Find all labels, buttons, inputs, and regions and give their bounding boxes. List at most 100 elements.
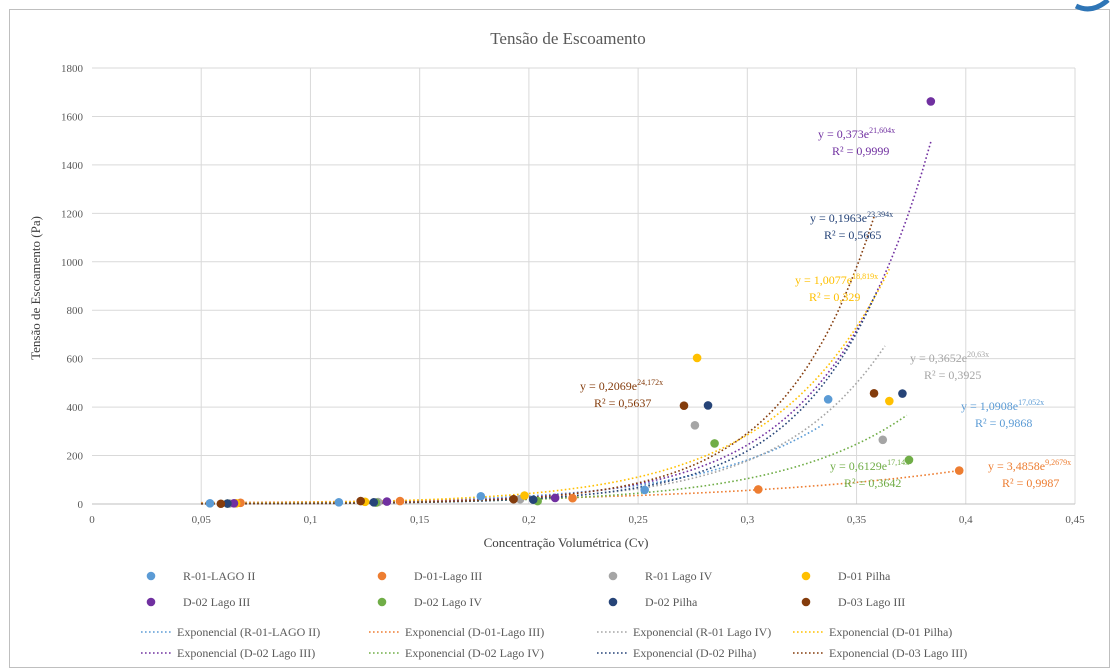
trend-r2: R² = 0,9999	[832, 144, 889, 158]
legend-trend-label: Exponencial (D-03 Lago III)	[829, 646, 967, 660]
trend-equation: y = 3,4858e9,2679x	[988, 458, 1071, 473]
y-tick-label: 1600	[61, 111, 84, 123]
trendline	[201, 268, 891, 505]
data-point	[753, 485, 763, 494]
trend-r2: R² = 0,3925	[924, 368, 981, 382]
legend-label: D-03 Lago III	[838, 595, 905, 609]
data-point	[382, 497, 392, 506]
legend-trend-label: Exponencial (D-02 Pilha)	[633, 646, 756, 660]
x-tick-label: 0,2	[522, 514, 536, 526]
legend-marker	[801, 597, 811, 607]
legend-marker	[608, 597, 618, 607]
trendline	[201, 216, 875, 505]
x-tick-label: 0,1	[304, 514, 318, 526]
y-axis-label: Tensão de Escoamento (Pa)	[28, 216, 43, 360]
data-point	[356, 496, 365, 506]
data-point	[369, 498, 379, 507]
trend-r2: R² = 0,9868	[975, 416, 1032, 430]
x-tick-label: 0,3	[740, 514, 754, 526]
data-point	[703, 401, 713, 410]
legend-label: R-01 Lago IV	[645, 569, 713, 583]
x-tick-label: 0,45	[1065, 514, 1085, 526]
chart-title: Tensão de Escoamento	[490, 29, 646, 48]
y-tick-label: 1200	[61, 208, 84, 220]
data-point	[690, 420, 700, 430]
data-point	[823, 395, 833, 404]
legend-trend-label: Exponencial (D-01-Lago III)	[405, 625, 544, 639]
y-tick-label: 0	[78, 499, 84, 511]
legend-label: D-02 Pilha	[645, 595, 698, 609]
trend-equation: y = 1,0077e18,819x	[795, 272, 878, 287]
legend-trend-label: Exponencial (D-02 Lago IV)	[405, 646, 544, 660]
data-point	[904, 455, 914, 465]
data-point	[878, 435, 888, 445]
axes: 0 0,05 0,1 0,15 0,2 0,25 0,3 0,35 0,4 0,45 0 200 400…	[61, 63, 1085, 526]
data-point	[885, 396, 894, 406]
data-point	[334, 498, 344, 507]
legend: R-01-LAGO II D-01-Lago III R-01 Lago IV D-0…	[141, 569, 967, 660]
trend-r2: R² = 0,5665	[824, 228, 881, 242]
data-point	[520, 491, 529, 500]
legend-marker	[377, 597, 387, 607]
data-point	[710, 439, 719, 448]
trendline	[201, 292, 877, 505]
legend-label: D-02 Lago IV	[414, 595, 482, 609]
x-tick-label: 0,25	[628, 514, 648, 526]
data-point	[550, 493, 560, 503]
y-tick-label: 200	[67, 451, 84, 463]
y-tick-label: 1400	[61, 160, 84, 172]
logo-fragment	[1074, 0, 1110, 12]
x-tick-label: 0,35	[847, 514, 867, 526]
legend-trend-label: Exponencial (D-01 Pilha)	[829, 625, 952, 639]
data-point	[679, 401, 689, 410]
y-tick-label: 600	[67, 354, 84, 366]
logo-arc	[1074, 0, 1110, 12]
trendline	[201, 423, 825, 505]
trend-equation: y = 0,6129e17,14x	[830, 458, 909, 473]
data-points	[205, 97, 964, 509]
data-point	[640, 485, 649, 495]
data-point	[926, 97, 936, 106]
trend-equation: y = 0,2069e24,172x	[580, 378, 663, 393]
legend-marker	[608, 571, 618, 581]
data-point	[223, 499, 232, 508]
legend-label: D-02 Lago III	[183, 595, 250, 609]
data-point	[898, 389, 907, 398]
data-point	[954, 466, 964, 475]
trendline	[201, 345, 886, 505]
y-tick-label: 1800	[61, 63, 84, 75]
data-point	[869, 389, 879, 398]
y-tick-label: 400	[67, 402, 84, 414]
legend-label: D-01 Pilha	[838, 569, 891, 583]
legend-label: D-01-Lago III	[414, 569, 482, 583]
x-tick-label: 0,4	[959, 514, 973, 526]
x-tick-label: 0,05	[192, 514, 212, 526]
trend-r2: R² = 0,3642	[844, 476, 901, 490]
data-point	[216, 499, 226, 509]
chart-area	[9, 9, 1110, 668]
trend-r2: R² = 0,5637	[594, 396, 651, 410]
data-point	[395, 496, 405, 506]
data-point	[205, 498, 215, 508]
gridlines	[92, 67, 1076, 505]
data-point	[692, 353, 702, 363]
trend-equation: y = 0,1963e23,394x	[810, 210, 893, 225]
x-tick-label: 0	[89, 514, 95, 526]
y-tick-label: 800	[67, 305, 84, 317]
legend-label: R-01-LAGO II	[183, 569, 255, 583]
data-point	[476, 491, 486, 501]
trend-equation: y = 0,373e21,604x	[818, 126, 895, 141]
trend-equations: y = 1,0908e17,052x R² = 0,9868 y = 3,4858e…	[580, 126, 1071, 490]
y-tick-label: 1000	[61, 257, 84, 269]
trend-equation: y = 0,3652e20,63x	[910, 350, 989, 365]
legend-marker	[146, 571, 156, 581]
trend-r2: R² = 0,329	[809, 290, 860, 304]
x-axis-label: Concentração Volumétrica (Cv)	[484, 535, 649, 550]
legend-marker	[146, 597, 156, 607]
legend-marker	[801, 571, 811, 581]
data-point	[568, 493, 577, 503]
data-point	[528, 495, 538, 504]
trendlines	[201, 141, 956, 505]
data-point	[509, 494, 518, 504]
